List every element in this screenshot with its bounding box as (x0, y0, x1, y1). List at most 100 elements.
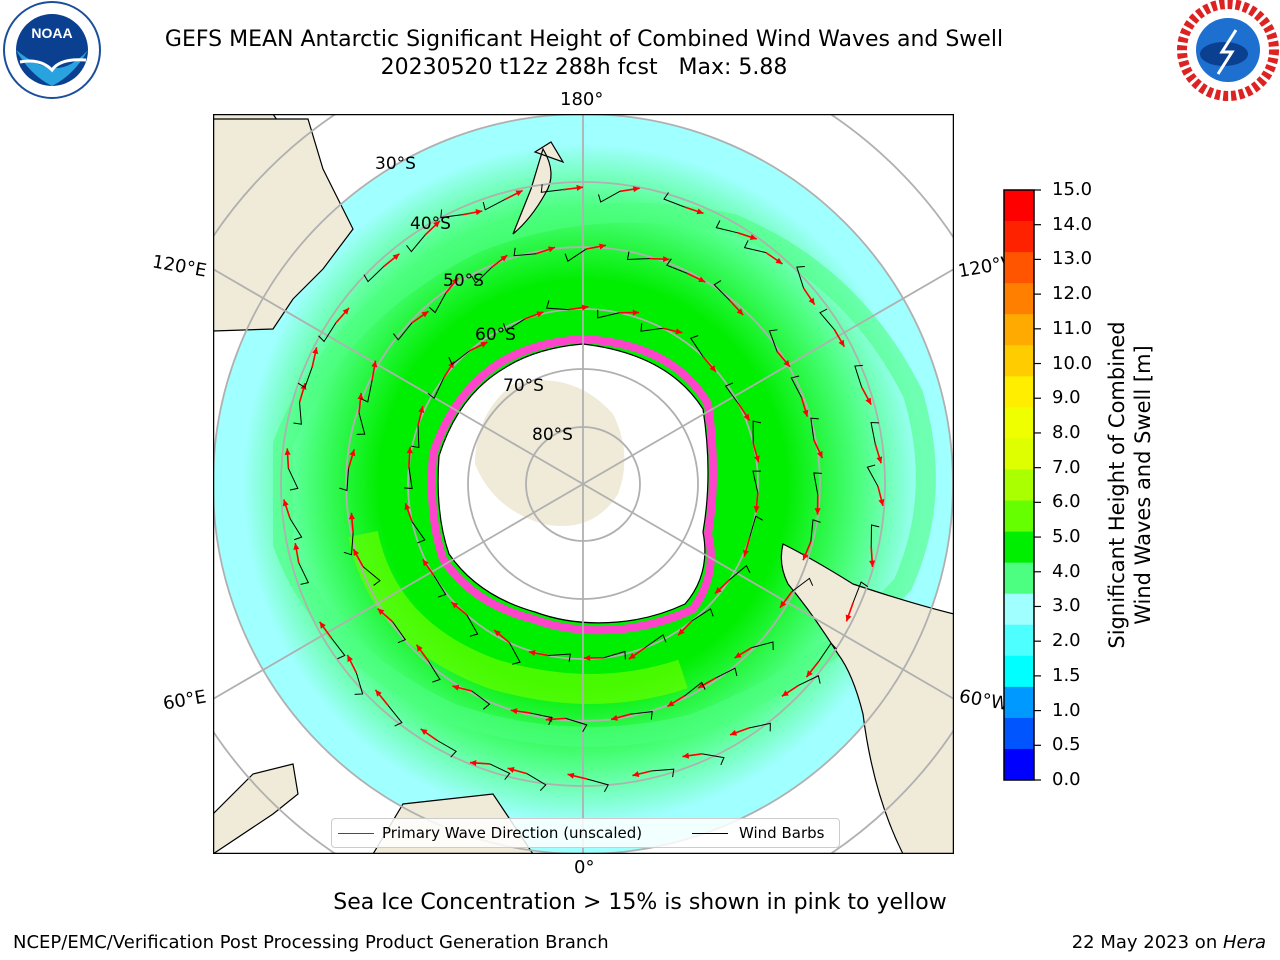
wave-arrow-head (816, 451, 823, 459)
wave-arrow-head (753, 455, 760, 463)
wave-arrow-head (576, 184, 583, 191)
wave-arrow-head (548, 246, 555, 253)
wind-barb (752, 420, 762, 444)
wind-barb (715, 220, 738, 234)
wind-barb (471, 690, 491, 710)
wave-arrow-head (293, 543, 300, 550)
wave-arrow-head (632, 186, 640, 193)
lat-label-60: 60°S (475, 325, 516, 345)
sea-ice-edge (427, 334, 717, 635)
wind-barb (356, 412, 366, 435)
colorbar-segment (1004, 469, 1034, 502)
colorbar-tick-label: 4.0 (1052, 560, 1081, 582)
wind-barb (343, 532, 354, 556)
wave-arrow-head (814, 508, 821, 515)
wave-arrow-head (736, 308, 744, 316)
wind-barb (791, 577, 814, 593)
wind-barb (548, 653, 571, 663)
wind-barb (684, 681, 706, 697)
wave-arrow-head (632, 771, 640, 778)
wave-arrow-head (628, 653, 636, 660)
wave-arrow-head (469, 759, 477, 767)
colorbar-segment (1004, 593, 1034, 626)
wind-barb (651, 768, 675, 778)
wind-barb (392, 322, 413, 341)
wind-barb (768, 329, 778, 352)
wave-arrow-head (715, 587, 722, 594)
wave-arrow-head (536, 311, 544, 318)
wave-arrow-head (730, 729, 738, 736)
wave-arrow-head (682, 752, 690, 759)
colorbar-tick-label: 7.0 (1052, 456, 1081, 478)
wave-arrow-head (500, 255, 508, 262)
wave-arrow-head (581, 304, 589, 311)
wave-arrow-head (878, 498, 885, 506)
wave-arrow-head (742, 549, 749, 557)
wave-arrow-head (802, 553, 809, 561)
wave-arrow-head (696, 208, 704, 215)
wind-barb (854, 364, 863, 388)
wave-arrow-head (632, 309, 640, 316)
lat-label-70: 70°S (503, 376, 544, 396)
wind-barb (640, 323, 663, 332)
wave-arrow-head (583, 654, 591, 662)
wave-arrow-head (357, 392, 364, 400)
wind-barb (689, 335, 704, 357)
colorbar-tick-label: 6.0 (1052, 491, 1081, 513)
colorbar (1003, 189, 1041, 781)
wind-barb (289, 518, 303, 541)
lon-label-180: 180° (560, 89, 604, 110)
colorbar-tick-label: 0.5 (1052, 734, 1081, 756)
wind-barb (440, 209, 463, 219)
wave-arrow-head (480, 342, 488, 348)
wind-barb (813, 472, 822, 495)
wind-barb (666, 258, 688, 274)
credit-date: 22 May 2023 on Hera (1072, 932, 1266, 953)
wave-arrow-head (667, 700, 675, 707)
colorbar-segment (1004, 190, 1034, 222)
wind-barb (354, 672, 364, 695)
colorbar-tick-label: 1.5 (1052, 664, 1081, 686)
wind-barb (293, 402, 302, 425)
wave-arrow-head (418, 406, 425, 413)
title-line-1: GEFS MEAN Antarctic Significant Height o… (164, 27, 1004, 52)
colorbar-segment (1004, 531, 1034, 564)
colorbar-segment (1004, 376, 1034, 408)
wave-arrow-head (734, 652, 742, 658)
colorbar-tick-label: 10.0 (1052, 352, 1093, 374)
wave-arrow-head (475, 209, 483, 216)
wind-barb (318, 322, 337, 343)
wind-barb (509, 642, 521, 665)
polar-map: 30°S 40°S 50°S 60°S 70°S 80°S (213, 114, 954, 854)
wave-arrow-head (865, 397, 872, 405)
wind-barb (410, 425, 420, 449)
wind-barb (433, 575, 447, 598)
colorbar-tick-label: 13.0 (1052, 248, 1093, 270)
wave-arrow-head (838, 339, 845, 347)
wind-barb (387, 705, 403, 727)
colorbar-segment (1004, 624, 1034, 657)
colorbar-tick-label: 12.0 (1052, 283, 1093, 305)
wave-arrow-head (377, 608, 385, 616)
wave-arrow-head (802, 409, 809, 417)
wind-barb (810, 519, 821, 542)
map-legend: Primary Wave Direction (unscaled) Wind B… (331, 818, 840, 848)
wave-arrow-head (675, 328, 683, 335)
wave-arrow-head (342, 307, 350, 315)
lat-label-80: 80°S (532, 425, 573, 445)
wave-arrow-head (433, 220, 440, 228)
lat-label-40: 40°S (410, 214, 451, 234)
wind-barb (790, 375, 802, 398)
colorbar-title-line-1: Significant Height of Combined (1105, 321, 1129, 649)
wave-arrow-head (319, 621, 326, 629)
wave-arrow-head (416, 644, 423, 652)
wave-arrow-head (406, 446, 413, 454)
wave-arrow-head (404, 503, 411, 511)
colorbar-tick-label: 9.0 (1052, 387, 1081, 409)
wind-barb (513, 247, 537, 257)
colorbar-tick-label: 0.0 (1052, 769, 1081, 790)
colorbar-segment (1004, 407, 1034, 439)
wind-barb (427, 378, 444, 399)
wave-direction-label: Primary Wave Direction (unscaled) (382, 824, 643, 842)
wind-barb (526, 773, 547, 791)
